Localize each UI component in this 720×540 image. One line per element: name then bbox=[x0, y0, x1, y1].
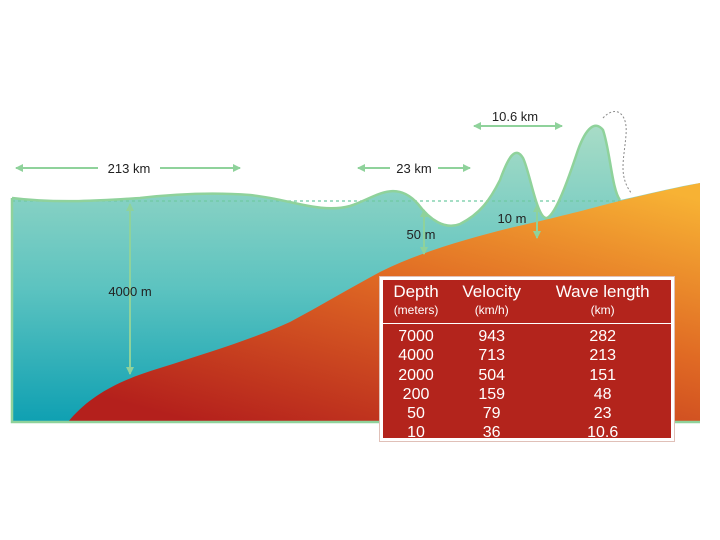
label-10-6km: 10.6 km bbox=[492, 109, 538, 124]
wave-speed-table: Depth Velocity Wave length (meters) (km/… bbox=[380, 277, 674, 441]
label-4000m: 4000 m bbox=[108, 284, 151, 299]
cell-depth: 4000 bbox=[398, 347, 434, 365]
label-23km: 23 km bbox=[396, 161, 431, 176]
wave-surface-outline bbox=[11, 124, 622, 227]
cell-wave-length: 213 bbox=[589, 347, 617, 365]
table-row: 7000 943 282 bbox=[383, 324, 671, 347]
unit-depth: (meters) bbox=[383, 301, 450, 325]
cell-velocity: 36 bbox=[482, 424, 501, 442]
header-depth: Depth bbox=[393, 282, 439, 301]
table-row: 2000 504 151 bbox=[383, 366, 671, 385]
cell-depth: 7000 bbox=[398, 328, 434, 346]
table-header-row: Depth Velocity Wave length bbox=[383, 280, 671, 301]
unit-wave-length: (km) bbox=[534, 301, 671, 325]
cell-velocity: 504 bbox=[478, 366, 506, 384]
cell-velocity: 943 bbox=[478, 328, 506, 346]
label-213km: 213 km bbox=[108, 161, 151, 176]
cell-depth: 200 bbox=[402, 385, 430, 403]
table-units-row: (meters) (km/h) (km) bbox=[383, 301, 671, 325]
breaking-wave-outline bbox=[602, 111, 633, 195]
cell-velocity: 79 bbox=[482, 405, 501, 423]
header-velocity: Velocity bbox=[462, 282, 521, 301]
table-row: 10 36 10.6 bbox=[383, 423, 671, 442]
cell-wave-length: 282 bbox=[589, 328, 617, 346]
cell-wave-length: 48 bbox=[593, 385, 612, 403]
cell-wave-length: 23 bbox=[593, 405, 612, 423]
cell-depth: 50 bbox=[407, 405, 425, 423]
header-wave-length: Wave length bbox=[555, 282, 650, 301]
table-row: 4000 713 213 bbox=[383, 346, 671, 365]
cell-wave-length: 151 bbox=[589, 366, 617, 384]
cell-wave-length: 10.6 bbox=[587, 424, 619, 442]
cell-depth: 10 bbox=[407, 424, 425, 442]
label-50m: 50 m bbox=[407, 227, 436, 242]
label-10m: 10 m bbox=[498, 211, 527, 226]
unit-velocity: (km/h) bbox=[449, 301, 535, 325]
wave-speed-grid: Depth Velocity Wave length (meters) (km/… bbox=[383, 280, 671, 442]
cell-depth: 2000 bbox=[398, 366, 434, 384]
cell-velocity: 713 bbox=[478, 347, 506, 365]
table-row: 200 159 48 bbox=[383, 385, 671, 404]
cell-velocity: 159 bbox=[478, 385, 506, 403]
table-row: 50 79 23 bbox=[383, 404, 671, 423]
